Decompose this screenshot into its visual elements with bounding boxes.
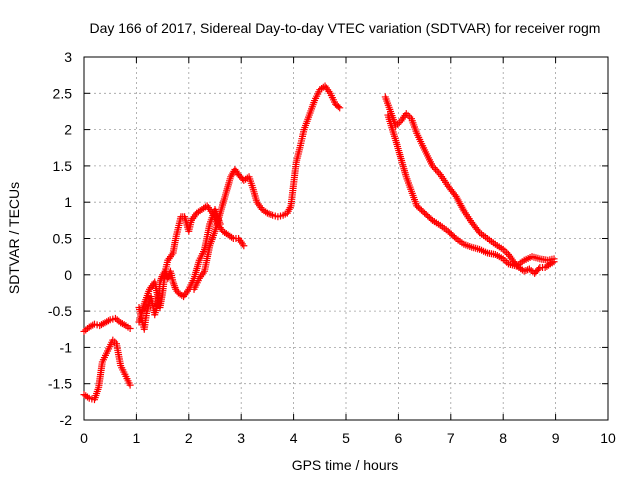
tick-labels: 0 1 2 3 4 5 6 7 8 9 10 -2 -1.5 -1 -0.5 0 0.5 1 1.5 2 2.5 3 bbox=[48, 49, 616, 446]
x-axis-label: GPS time / hours bbox=[292, 457, 399, 473]
grid-lines bbox=[84, 57, 608, 420]
y-axis-label: SDTVAR / TECUs bbox=[6, 182, 22, 294]
data-point bbox=[336, 104, 344, 112]
x-tick-label: 7 bbox=[447, 430, 455, 446]
data-points bbox=[80, 82, 558, 404]
x-tick-label: 6 bbox=[395, 430, 403, 446]
data-point bbox=[535, 265, 543, 273]
series-track-f bbox=[381, 93, 558, 277]
data-point bbox=[240, 242, 248, 250]
x-tick-label: 3 bbox=[237, 430, 245, 446]
y-tick-label: 2 bbox=[64, 122, 72, 138]
data-point bbox=[334, 103, 342, 111]
series-track-g bbox=[384, 111, 558, 270]
x-tick-label: 2 bbox=[185, 430, 193, 446]
chart-title: Day 166 of 2017, Sidereal Day-to-day VTE… bbox=[90, 20, 601, 36]
y-tick-label: 3 bbox=[64, 49, 72, 65]
plot-frame bbox=[83, 56, 609, 421]
data-point bbox=[427, 215, 435, 223]
data-point bbox=[126, 325, 134, 333]
x-tick-label: 1 bbox=[133, 430, 141, 446]
x-tick-label: 8 bbox=[499, 430, 507, 446]
data-point bbox=[126, 381, 134, 389]
data-point bbox=[451, 191, 459, 199]
y-tick-label: -0.5 bbox=[48, 303, 72, 319]
data-point bbox=[450, 233, 458, 241]
y-tick-label: -1.5 bbox=[48, 376, 72, 392]
y-tick-label: 0 bbox=[64, 267, 72, 283]
y-tick-label: 2.5 bbox=[53, 85, 73, 101]
data-point bbox=[550, 255, 558, 263]
x-tick-label: 9 bbox=[552, 430, 560, 446]
y-tick-label: -1 bbox=[60, 339, 73, 355]
series-track-e bbox=[190, 82, 344, 293]
y-tick-label: 1.5 bbox=[53, 158, 73, 174]
x-tick-label: 5 bbox=[342, 430, 350, 446]
x-tick-label: 0 bbox=[80, 430, 88, 446]
y-tick-label: 1 bbox=[64, 194, 72, 210]
data-point bbox=[474, 227, 482, 235]
y-tick-label: 0.5 bbox=[53, 231, 73, 247]
x-tick-label: 4 bbox=[290, 430, 298, 446]
x-tick-label: 10 bbox=[600, 430, 616, 446]
series-track-a bbox=[80, 314, 134, 335]
y-tick-label: -2 bbox=[60, 412, 73, 428]
series-track-b bbox=[80, 336, 134, 404]
